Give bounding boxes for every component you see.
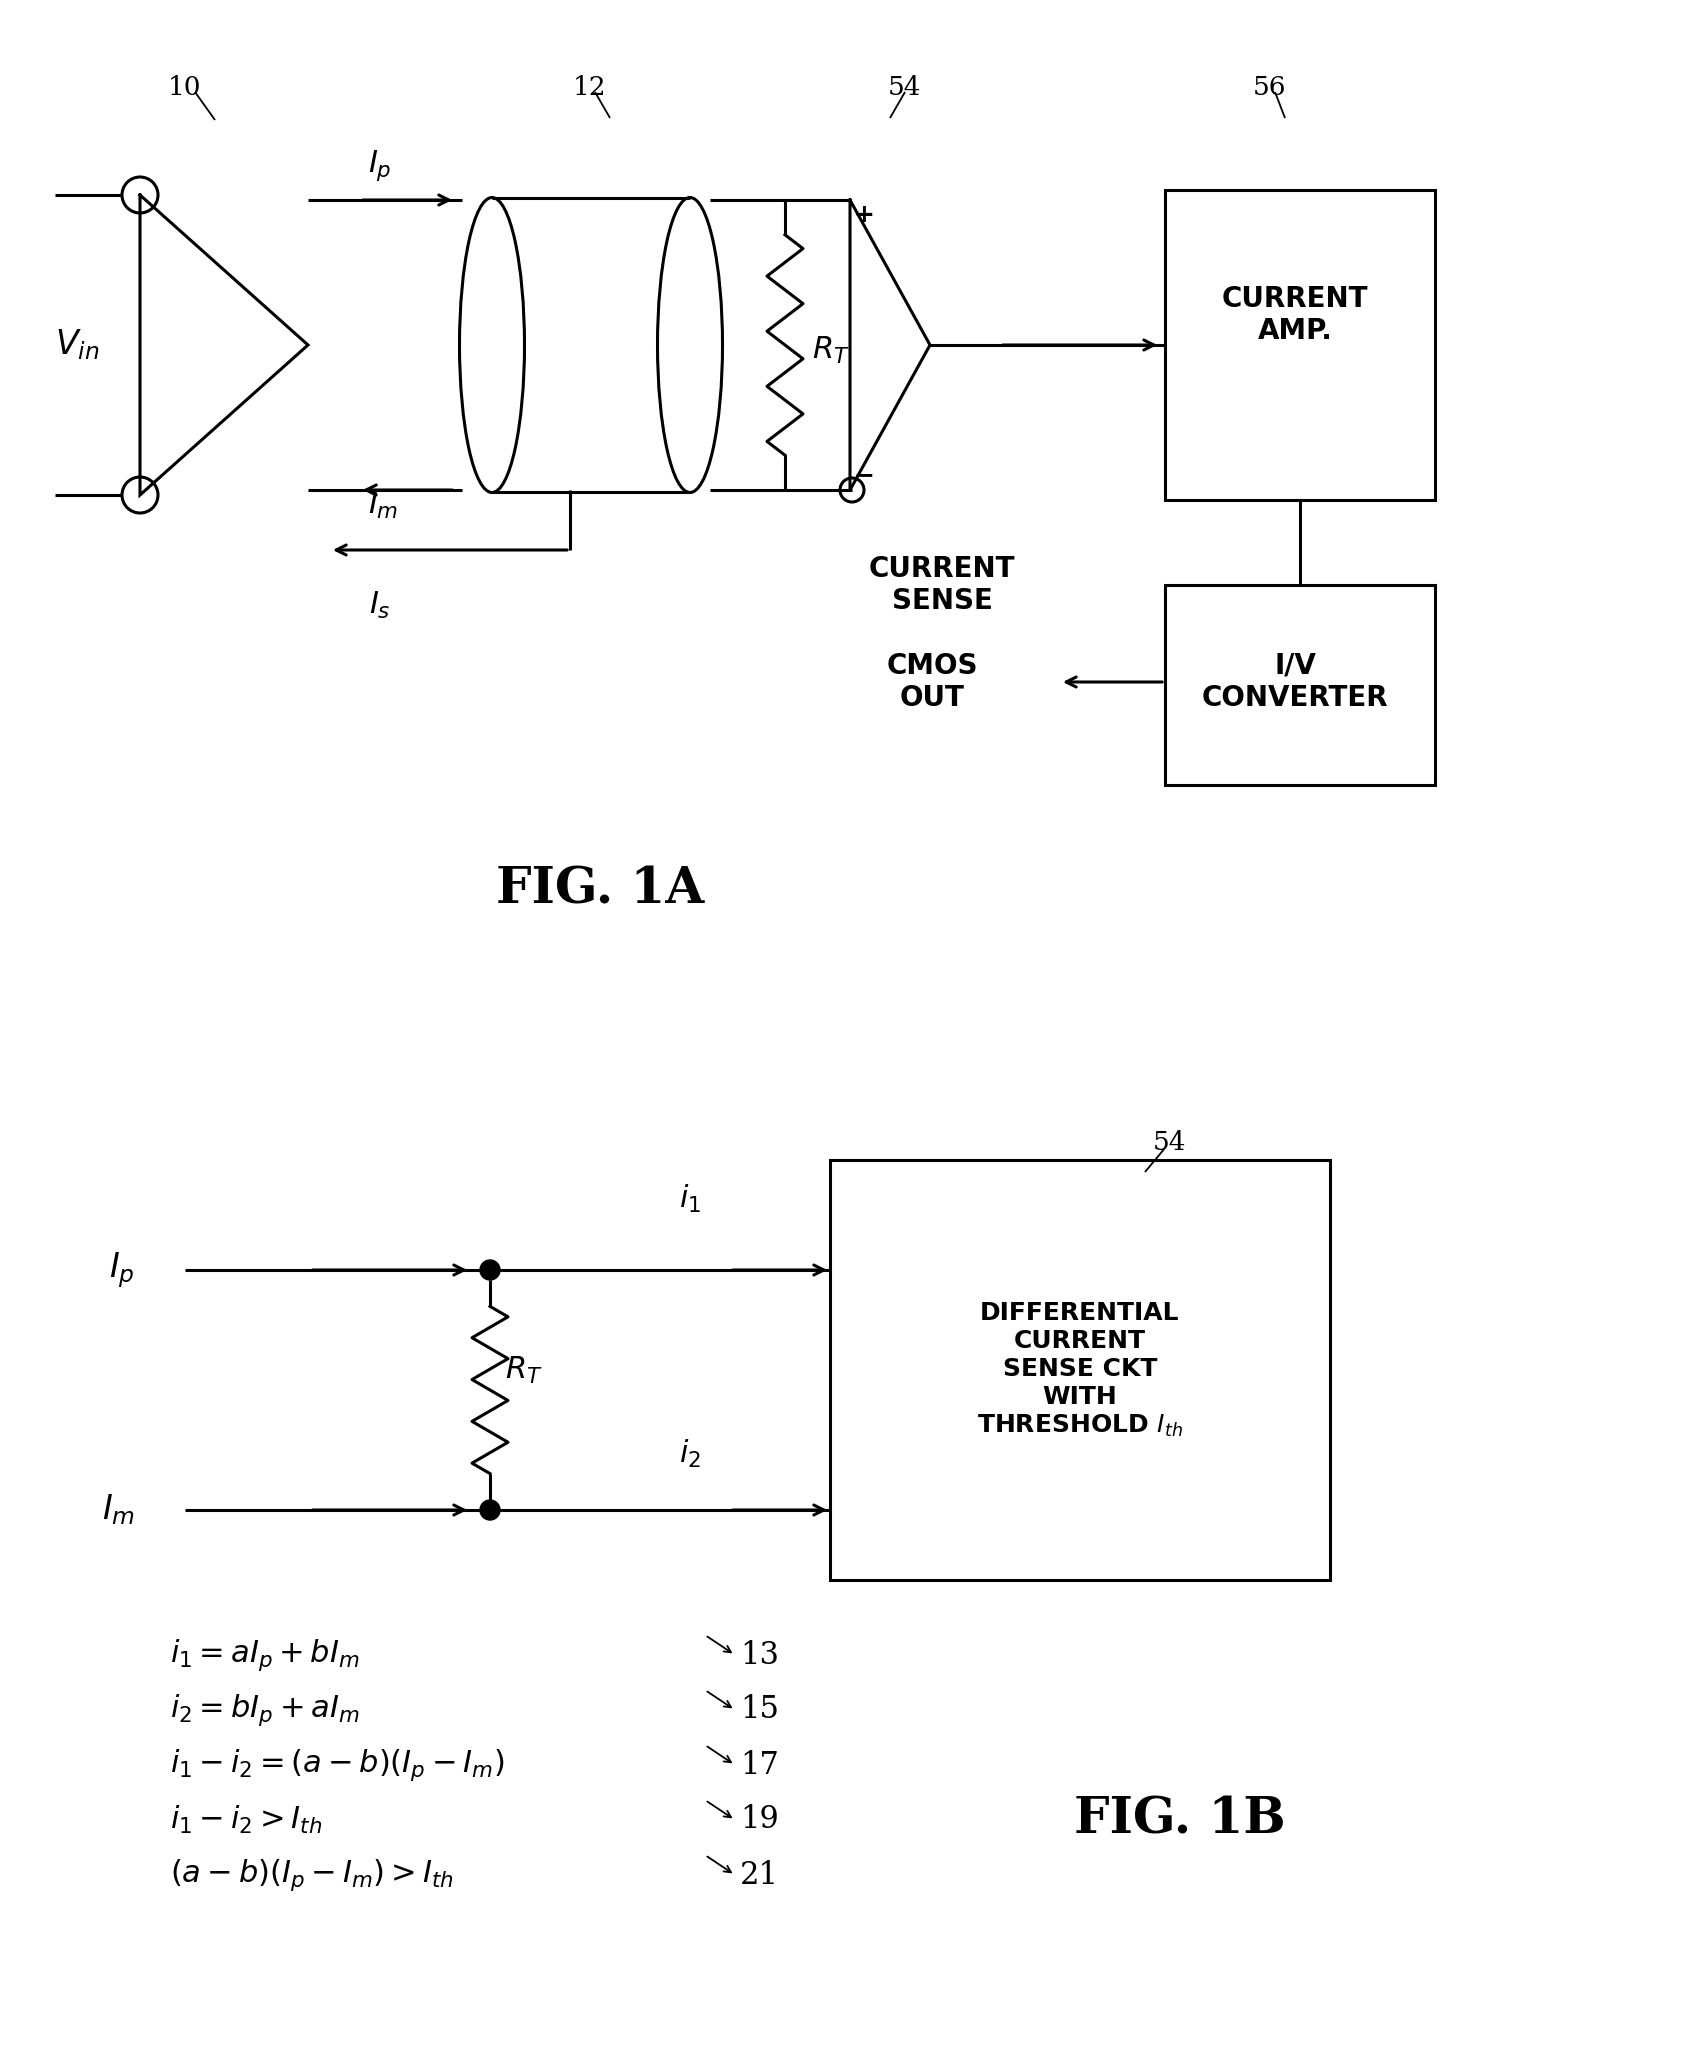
- Text: $I_m$: $I_m$: [102, 1492, 135, 1527]
- Text: CMOS
OUT: CMOS OUT: [887, 652, 977, 712]
- Text: FIG. 1B: FIG. 1B: [1074, 1795, 1286, 1844]
- Text: 54: 54: [1153, 1130, 1187, 1155]
- Text: 13: 13: [740, 1640, 779, 1671]
- Text: 10: 10: [169, 74, 201, 101]
- Text: 56: 56: [1253, 74, 1286, 101]
- Text: FIG. 1A: FIG. 1A: [496, 866, 704, 914]
- Text: $V_{in}$: $V_{in}$: [55, 327, 99, 362]
- Text: DIFFERENTIAL
CURRENT
SENSE CKT
WITH
THRESHOLD $I_{th}$: DIFFERENTIAL CURRENT SENSE CKT WITH THRE…: [977, 1301, 1182, 1439]
- Bar: [1165, 189, 1434, 500]
- Circle shape: [479, 1259, 500, 1280]
- Text: CURRENT
SENSE: CURRENT SENSE: [868, 556, 1014, 615]
- Text: $R_T$: $R_T$: [812, 335, 849, 366]
- Text: $R_T$: $R_T$: [505, 1354, 542, 1385]
- Text: $i_1$: $i_1$: [679, 1183, 701, 1214]
- Text: $i_1 - i_2 > I_{th}$: $i_1 - i_2 > I_{th}$: [170, 1805, 322, 1836]
- Text: 54: 54: [888, 74, 921, 101]
- Text: I/V
CONVERTER: I/V CONVERTER: [1200, 652, 1388, 712]
- Text: CURRENT
AMP.: CURRENT AMP.: [1221, 284, 1367, 346]
- Text: $I_s$: $I_s$: [368, 591, 390, 622]
- Circle shape: [479, 1500, 500, 1521]
- Text: +: +: [852, 204, 873, 226]
- Text: 21: 21: [740, 1860, 779, 1891]
- Text: $I_p$: $I_p$: [109, 1249, 135, 1290]
- Text: 19: 19: [740, 1805, 777, 1836]
- Bar: [830, 1161, 1330, 1581]
- Text: $i_2$: $i_2$: [679, 1439, 701, 1469]
- Bar: [1165, 584, 1434, 784]
- Text: −: −: [852, 463, 873, 488]
- Text: $I_m$: $I_m$: [368, 490, 399, 521]
- Text: 17: 17: [740, 1749, 779, 1780]
- Text: $(a - b)(I_p - I_m) > I_{th}$: $(a - b)(I_p - I_m) > I_{th}$: [170, 1856, 454, 1893]
- Text: 12: 12: [573, 74, 607, 101]
- Text: 15: 15: [740, 1694, 779, 1725]
- Text: $i_1 - i_2 = (a - b)(I_p - I_m)$: $i_1 - i_2 = (a - b)(I_p - I_m)$: [170, 1747, 505, 1782]
- Text: $i_1 = aI_p + bI_m$: $i_1 = aI_p + bI_m$: [170, 1636, 360, 1673]
- Text: $I_p$: $I_p$: [368, 148, 392, 183]
- Text: $i_2 = bI_p + aI_m$: $i_2 = bI_p + aI_m$: [170, 1692, 360, 1729]
